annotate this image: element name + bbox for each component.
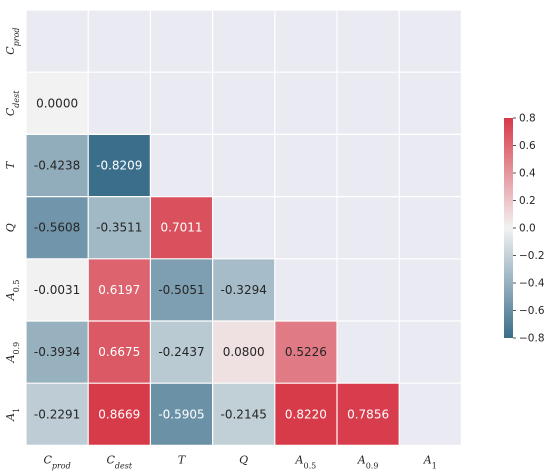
x-tick-label: A0.9 bbox=[357, 453, 379, 470]
heatmap-cell bbox=[26, 258, 89, 321]
colorbar-tick-label: 0.6 bbox=[519, 140, 536, 152]
cell-value-label: 0.0000 bbox=[36, 96, 78, 110]
x-tick-label: A0.5 bbox=[295, 453, 317, 470]
cell-value-label: 0.0800 bbox=[223, 345, 265, 359]
y-tick-label: T bbox=[4, 160, 17, 169]
heatmap-cell bbox=[150, 383, 213, 446]
heatmap-cell bbox=[26, 72, 89, 135]
cell-value-label: -0.5608 bbox=[34, 221, 80, 235]
heatmap-cell bbox=[26, 383, 89, 446]
colorbar-tick-label: 0.2 bbox=[519, 195, 536, 207]
heatmap-cell bbox=[26, 134, 89, 197]
heatmap-cell bbox=[88, 383, 151, 446]
x-tick-label: Cprod bbox=[43, 453, 70, 470]
heatmap-cell bbox=[26, 196, 89, 259]
y-tick-label: Q bbox=[4, 223, 17, 232]
cell-value-label: 0.8669 bbox=[98, 407, 140, 421]
heatmap-cell bbox=[88, 321, 151, 384]
cell-value-label: -0.3294 bbox=[221, 283, 267, 297]
x-tick-label: A1 bbox=[423, 453, 437, 470]
colorbar-tick-label: −0.4 bbox=[519, 278, 545, 290]
cell-value-label: -0.2437 bbox=[158, 345, 204, 359]
cell-value-label: -0.5905 bbox=[158, 407, 204, 421]
cell-value-label: -0.2291 bbox=[34, 407, 80, 421]
heatmap-cell bbox=[274, 321, 337, 384]
cell-value-label: -0.3511 bbox=[96, 221, 142, 235]
colorbar-tick-label: −0.6 bbox=[519, 305, 545, 317]
colorbar-tick-label: 0.4 bbox=[519, 168, 536, 180]
cell-value-label: -0.4238 bbox=[34, 159, 80, 173]
cell-value-label: 0.7856 bbox=[347, 407, 389, 421]
cell-value-label: 0.6197 bbox=[98, 283, 140, 297]
y-tick-label: Cdest bbox=[4, 90, 21, 116]
cell-value-label: -0.0031 bbox=[34, 283, 80, 297]
x-tick-label: Q bbox=[239, 453, 248, 466]
heatmap-cell bbox=[212, 321, 275, 384]
heatmap-cell bbox=[150, 196, 213, 259]
colorbar-tick-label: 0.8 bbox=[519, 113, 536, 125]
colorbar bbox=[504, 118, 513, 338]
colorbar-tick-label: 0.0 bbox=[519, 223, 536, 235]
cell-value-label: 0.5226 bbox=[285, 345, 327, 359]
cell-value-label: -0.3934 bbox=[34, 345, 80, 359]
heatmap-cell bbox=[274, 383, 337, 446]
x-tick-label: Cdest bbox=[106, 453, 132, 470]
heatmap-cell bbox=[150, 321, 213, 384]
heatmap-cell bbox=[26, 321, 89, 384]
y-tick-label: A0.5 bbox=[4, 280, 21, 302]
heatmap-cell bbox=[88, 134, 151, 197]
cell-value-label: 0.7011 bbox=[161, 221, 203, 235]
cell-value-label: 0.6675 bbox=[98, 345, 140, 359]
heatmap-cell bbox=[337, 383, 400, 446]
y-tick-label: Cprod bbox=[4, 27, 21, 54]
cell-value-label: -0.5051 bbox=[158, 283, 204, 297]
heatmap-cell bbox=[88, 258, 151, 321]
cell-value-label: 0.8220 bbox=[285, 407, 327, 421]
colorbar-tick-label: −0.8 bbox=[519, 333, 545, 345]
colorbar-tick-label: −0.2 bbox=[519, 250, 545, 262]
heatmap-cell bbox=[212, 258, 275, 321]
y-tick-label: A0.9 bbox=[4, 342, 21, 364]
heatmap-cell bbox=[150, 258, 213, 321]
y-tick-label: A1 bbox=[4, 408, 21, 422]
heatmap-cell bbox=[88, 196, 151, 259]
heatmap-cell bbox=[212, 383, 275, 446]
cell-value-label: -0.8209 bbox=[96, 159, 142, 173]
x-tick-label: T bbox=[178, 453, 187, 466]
cell-value-label: -0.2145 bbox=[221, 407, 267, 421]
